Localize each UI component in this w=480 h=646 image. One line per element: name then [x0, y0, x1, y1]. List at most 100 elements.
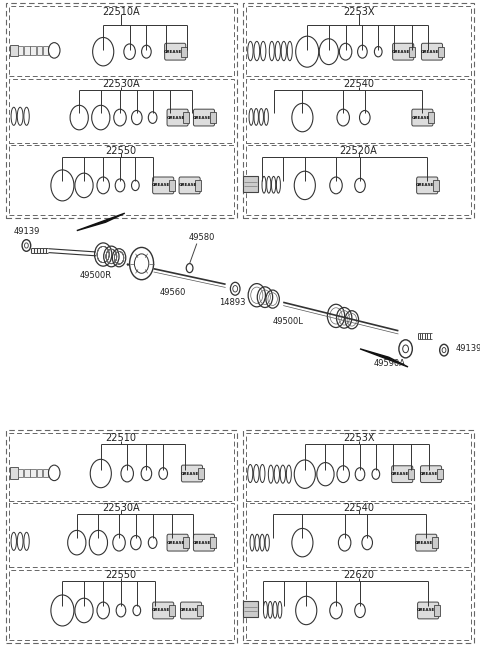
Text: GREASE: GREASE — [416, 183, 434, 187]
FancyBboxPatch shape — [433, 180, 439, 191]
Text: 49500R: 49500R — [80, 271, 112, 280]
Bar — [243, 3, 474, 218]
Text: GREASE: GREASE — [391, 472, 409, 476]
Text: 22520A: 22520A — [340, 145, 377, 156]
Text: GREASE: GREASE — [180, 609, 198, 612]
Text: 22530A: 22530A — [102, 503, 140, 513]
FancyBboxPatch shape — [438, 47, 444, 57]
Bar — [246, 433, 471, 501]
Bar — [9, 145, 234, 215]
FancyBboxPatch shape — [10, 467, 18, 479]
FancyBboxPatch shape — [434, 605, 440, 616]
Text: 22530A: 22530A — [102, 79, 140, 89]
Text: 22620: 22620 — [343, 570, 374, 580]
Text: 49590A: 49590A — [374, 359, 406, 368]
Text: GREASE: GREASE — [392, 50, 410, 54]
FancyBboxPatch shape — [432, 537, 438, 548]
Text: GREASE: GREASE — [152, 609, 170, 612]
Text: GREASE: GREASE — [164, 50, 182, 54]
Text: 22540: 22540 — [343, 79, 374, 89]
Text: GREASE: GREASE — [415, 541, 433, 545]
FancyBboxPatch shape — [43, 46, 48, 54]
Bar — [246, 570, 471, 640]
FancyBboxPatch shape — [210, 112, 216, 123]
FancyBboxPatch shape — [408, 469, 414, 479]
FancyBboxPatch shape — [210, 537, 216, 548]
FancyBboxPatch shape — [421, 43, 443, 60]
Bar — [9, 6, 234, 76]
Text: 22510: 22510 — [106, 433, 136, 443]
Text: 2253X: 2253X — [343, 6, 374, 17]
FancyBboxPatch shape — [412, 109, 433, 126]
FancyBboxPatch shape — [153, 177, 174, 194]
Bar — [9, 570, 234, 640]
Text: 22550: 22550 — [106, 570, 136, 580]
FancyBboxPatch shape — [36, 468, 42, 477]
FancyBboxPatch shape — [420, 466, 442, 483]
Text: 49139: 49139 — [13, 227, 39, 236]
FancyBboxPatch shape — [24, 468, 30, 477]
Text: 49500L: 49500L — [273, 317, 303, 326]
FancyBboxPatch shape — [243, 176, 258, 192]
Polygon shape — [360, 349, 408, 367]
FancyBboxPatch shape — [10, 45, 18, 56]
FancyBboxPatch shape — [417, 177, 438, 194]
FancyBboxPatch shape — [418, 602, 439, 619]
FancyBboxPatch shape — [36, 46, 42, 54]
FancyBboxPatch shape — [18, 468, 23, 477]
FancyBboxPatch shape — [193, 109, 215, 126]
Text: 49139: 49139 — [456, 344, 480, 353]
Bar — [9, 79, 234, 143]
Text: GREASE: GREASE — [193, 541, 211, 545]
FancyBboxPatch shape — [179, 177, 200, 194]
FancyBboxPatch shape — [437, 469, 443, 479]
FancyBboxPatch shape — [167, 109, 188, 126]
Bar — [246, 79, 471, 143]
Text: GREASE: GREASE — [181, 472, 199, 475]
FancyBboxPatch shape — [31, 46, 36, 54]
Text: 22550: 22550 — [106, 145, 136, 156]
Text: GREASE: GREASE — [417, 609, 435, 612]
Text: GREASE: GREASE — [420, 472, 438, 476]
FancyBboxPatch shape — [24, 46, 30, 54]
FancyBboxPatch shape — [183, 112, 189, 123]
FancyBboxPatch shape — [167, 534, 188, 551]
Text: GREASE: GREASE — [421, 50, 439, 54]
Text: GREASE: GREASE — [179, 183, 197, 187]
Text: GREASE: GREASE — [411, 116, 430, 120]
FancyBboxPatch shape — [416, 534, 437, 551]
Polygon shape — [77, 213, 125, 231]
Text: GREASE: GREASE — [193, 116, 211, 120]
FancyBboxPatch shape — [18, 46, 23, 54]
FancyBboxPatch shape — [198, 468, 204, 479]
Bar — [6, 3, 237, 218]
Bar — [9, 503, 234, 567]
FancyBboxPatch shape — [393, 43, 414, 60]
Text: GREASE: GREASE — [167, 541, 185, 545]
FancyBboxPatch shape — [428, 112, 434, 123]
FancyBboxPatch shape — [183, 537, 189, 548]
FancyBboxPatch shape — [165, 43, 186, 60]
Text: GREASE: GREASE — [167, 116, 185, 120]
FancyBboxPatch shape — [195, 180, 201, 191]
FancyBboxPatch shape — [180, 602, 202, 619]
FancyBboxPatch shape — [409, 47, 415, 57]
Text: 22510A: 22510A — [102, 6, 140, 17]
Bar — [246, 503, 471, 567]
FancyBboxPatch shape — [181, 47, 187, 57]
FancyBboxPatch shape — [153, 602, 174, 619]
Text: GREASE: GREASE — [152, 183, 170, 187]
FancyBboxPatch shape — [181, 465, 203, 482]
FancyBboxPatch shape — [169, 605, 175, 616]
Text: 49560: 49560 — [160, 288, 186, 297]
Bar — [246, 6, 471, 76]
Text: 2253X: 2253X — [343, 433, 374, 443]
FancyBboxPatch shape — [243, 601, 258, 617]
Bar — [9, 433, 234, 501]
FancyBboxPatch shape — [169, 180, 175, 191]
Bar — [6, 430, 237, 643]
FancyBboxPatch shape — [31, 468, 36, 477]
FancyBboxPatch shape — [43, 468, 48, 477]
FancyBboxPatch shape — [193, 534, 215, 551]
Bar — [246, 145, 471, 215]
